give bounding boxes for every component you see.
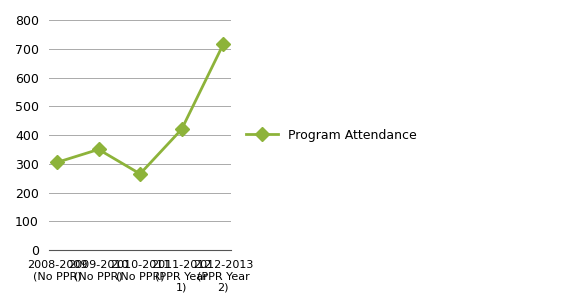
Program Attendance	[178, 128, 185, 131]
Program Attendance	[137, 172, 144, 176]
Program Attendance	[220, 43, 226, 46]
Legend: Program Attendance: Program Attendance	[241, 124, 421, 147]
Line: Program Attendance: Program Attendance	[52, 40, 228, 179]
Program Attendance	[95, 148, 102, 151]
Program Attendance	[54, 160, 61, 164]
